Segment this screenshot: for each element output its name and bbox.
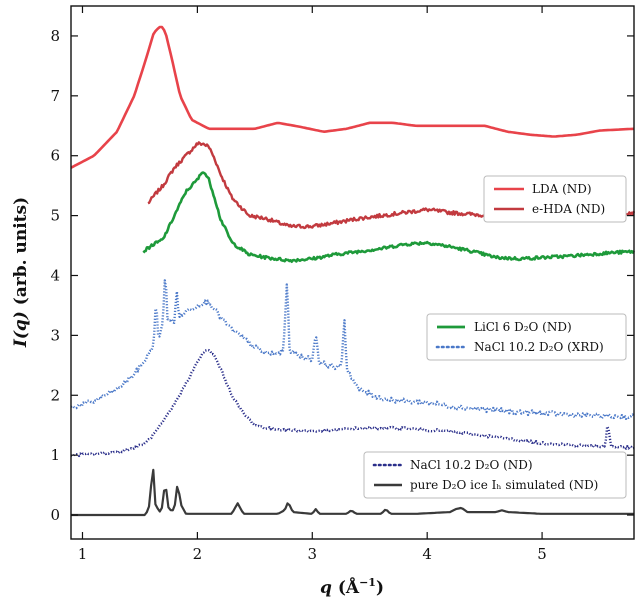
y-tick-label: 5 — [50, 207, 60, 225]
x-tick-label: 2 — [193, 545, 203, 563]
y-tick-label: 7 — [50, 87, 60, 105]
legend-middle-frame — [426, 313, 627, 361]
x-tick-label: 4 — [422, 545, 432, 563]
legend-lower: NaCl 10.2 D₂O (ND) pure D₂O ice Iₕ simul… — [363, 451, 627, 499]
legend-upper-frame — [483, 175, 627, 223]
y-tick-label: 3 — [50, 326, 60, 344]
series-line-2 — [142, 171, 635, 264]
y-tick-label: 8 — [50, 27, 60, 45]
plot-frame — [70, 5, 635, 540]
legend-label-ice: pure D₂O ice Iₕ simulated (ND) — [410, 478, 598, 492]
x-axis-label-unit-suffix: ) — [376, 578, 384, 598]
y-tick-label: 0 — [50, 506, 60, 524]
legend-label-ehda: e-HDA (ND) — [532, 202, 605, 216]
legend-label-nacl-xrd: NaCl 10.2 D₂O (XRD) — [474, 340, 604, 354]
y-tick-label: 6 — [50, 147, 60, 165]
y-tick-label: 1 — [50, 446, 60, 464]
x-tick-label: 3 — [308, 545, 318, 563]
legend-upper: LDA (ND) e-HDA (ND) — [483, 175, 627, 223]
legend-middle: LiCl 6 D₂O (ND) NaCl 10.2 D₂O (XRD) — [426, 313, 627, 361]
legend-label-nacl-nd: NaCl 10.2 D₂O (ND) — [410, 458, 533, 472]
series-line-4 — [70, 348, 635, 458]
y-axis-label-rest: (arb. units) — [11, 197, 31, 311]
y-axis-label-main: I(q) — [11, 311, 31, 348]
x-axis-label: q (Å−1) — [320, 576, 384, 598]
y-tick-label: 2 — [50, 386, 60, 404]
series-line-0 — [70, 25, 635, 169]
series-layer — [70, 25, 635, 517]
legend-label-licl: LiCl 6 D₂O (ND) — [474, 320, 572, 334]
x-tick-label: 1 — [78, 545, 88, 563]
x-axis-label-unit-prefix: (Å — [332, 576, 360, 598]
y-axis-label: I(q) (arb. units) — [11, 197, 31, 348]
legend-label-lda: LDA (ND) — [532, 182, 592, 196]
x-axis-label-main: q — [320, 578, 332, 598]
x-axis-ticks: 1 2 3 4 5 — [78, 6, 547, 563]
y-tick-label: 4 — [50, 266, 60, 284]
series-line-5 — [71, 468, 634, 517]
x-tick-label: 5 — [537, 545, 547, 563]
y-axis-ticks: 0 1 2 3 4 5 6 7 8 — [50, 27, 634, 524]
series-line-3 — [70, 279, 635, 420]
x-axis-label-unit-exp: −1 — [359, 576, 376, 589]
legend-lower-frame — [363, 451, 627, 499]
